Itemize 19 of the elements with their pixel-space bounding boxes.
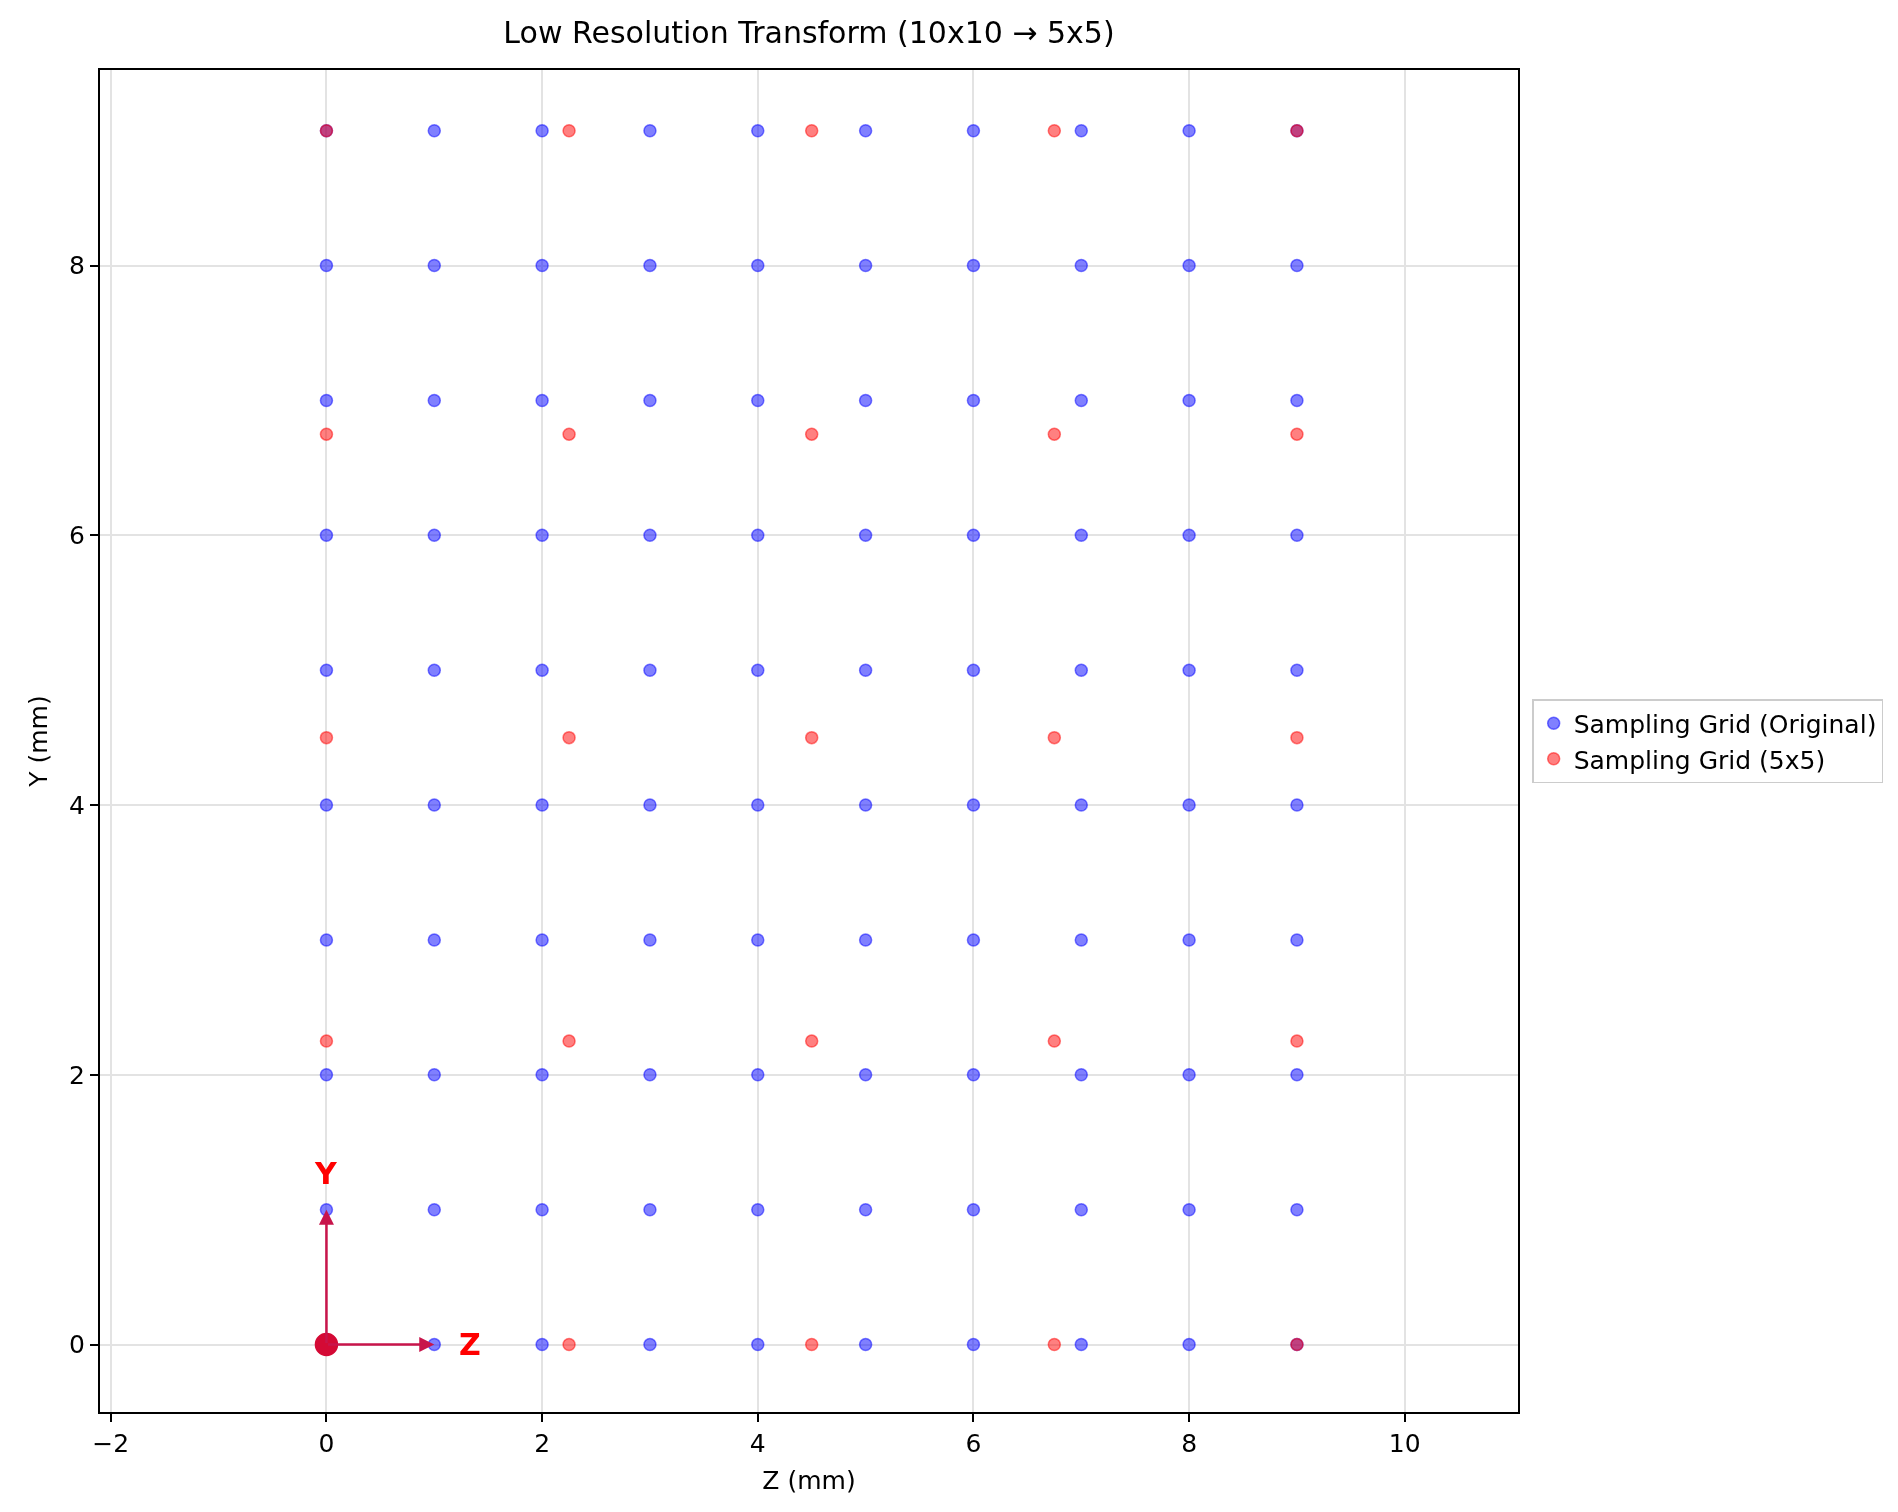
chart-title: Low Resolution Transform (10x10 → 5x5) [503,15,1115,50]
y-tick-label: 8 [69,251,85,281]
x-tick-label: 10 [1388,1429,1421,1458]
annotation: Y [314,1156,338,1191]
y-tick-label: 4 [69,790,85,820]
y-tick-label: 0 [69,1330,85,1360]
annotation: Z [459,1327,481,1362]
y-tick-label: 6 [69,521,85,551]
legend-label: Sampling Grid (Original) [1573,710,1877,739]
y-axis-title: Y (mm) [24,695,54,788]
x-tick-label: −2 [92,1429,130,1458]
x-tick-label: 6 [965,1429,982,1458]
x-tick-label: 4 [749,1429,766,1458]
legend-label: Sampling Grid (5x5) [1573,745,1826,775]
y-tick-label: 2 [69,1060,85,1090]
x-tick-label: 0 [318,1429,335,1458]
x-axis-title: Z (mm) [762,1465,856,1495]
x-tick-label: 2 [534,1429,551,1458]
x-tick-label: 8 [1181,1429,1198,1458]
